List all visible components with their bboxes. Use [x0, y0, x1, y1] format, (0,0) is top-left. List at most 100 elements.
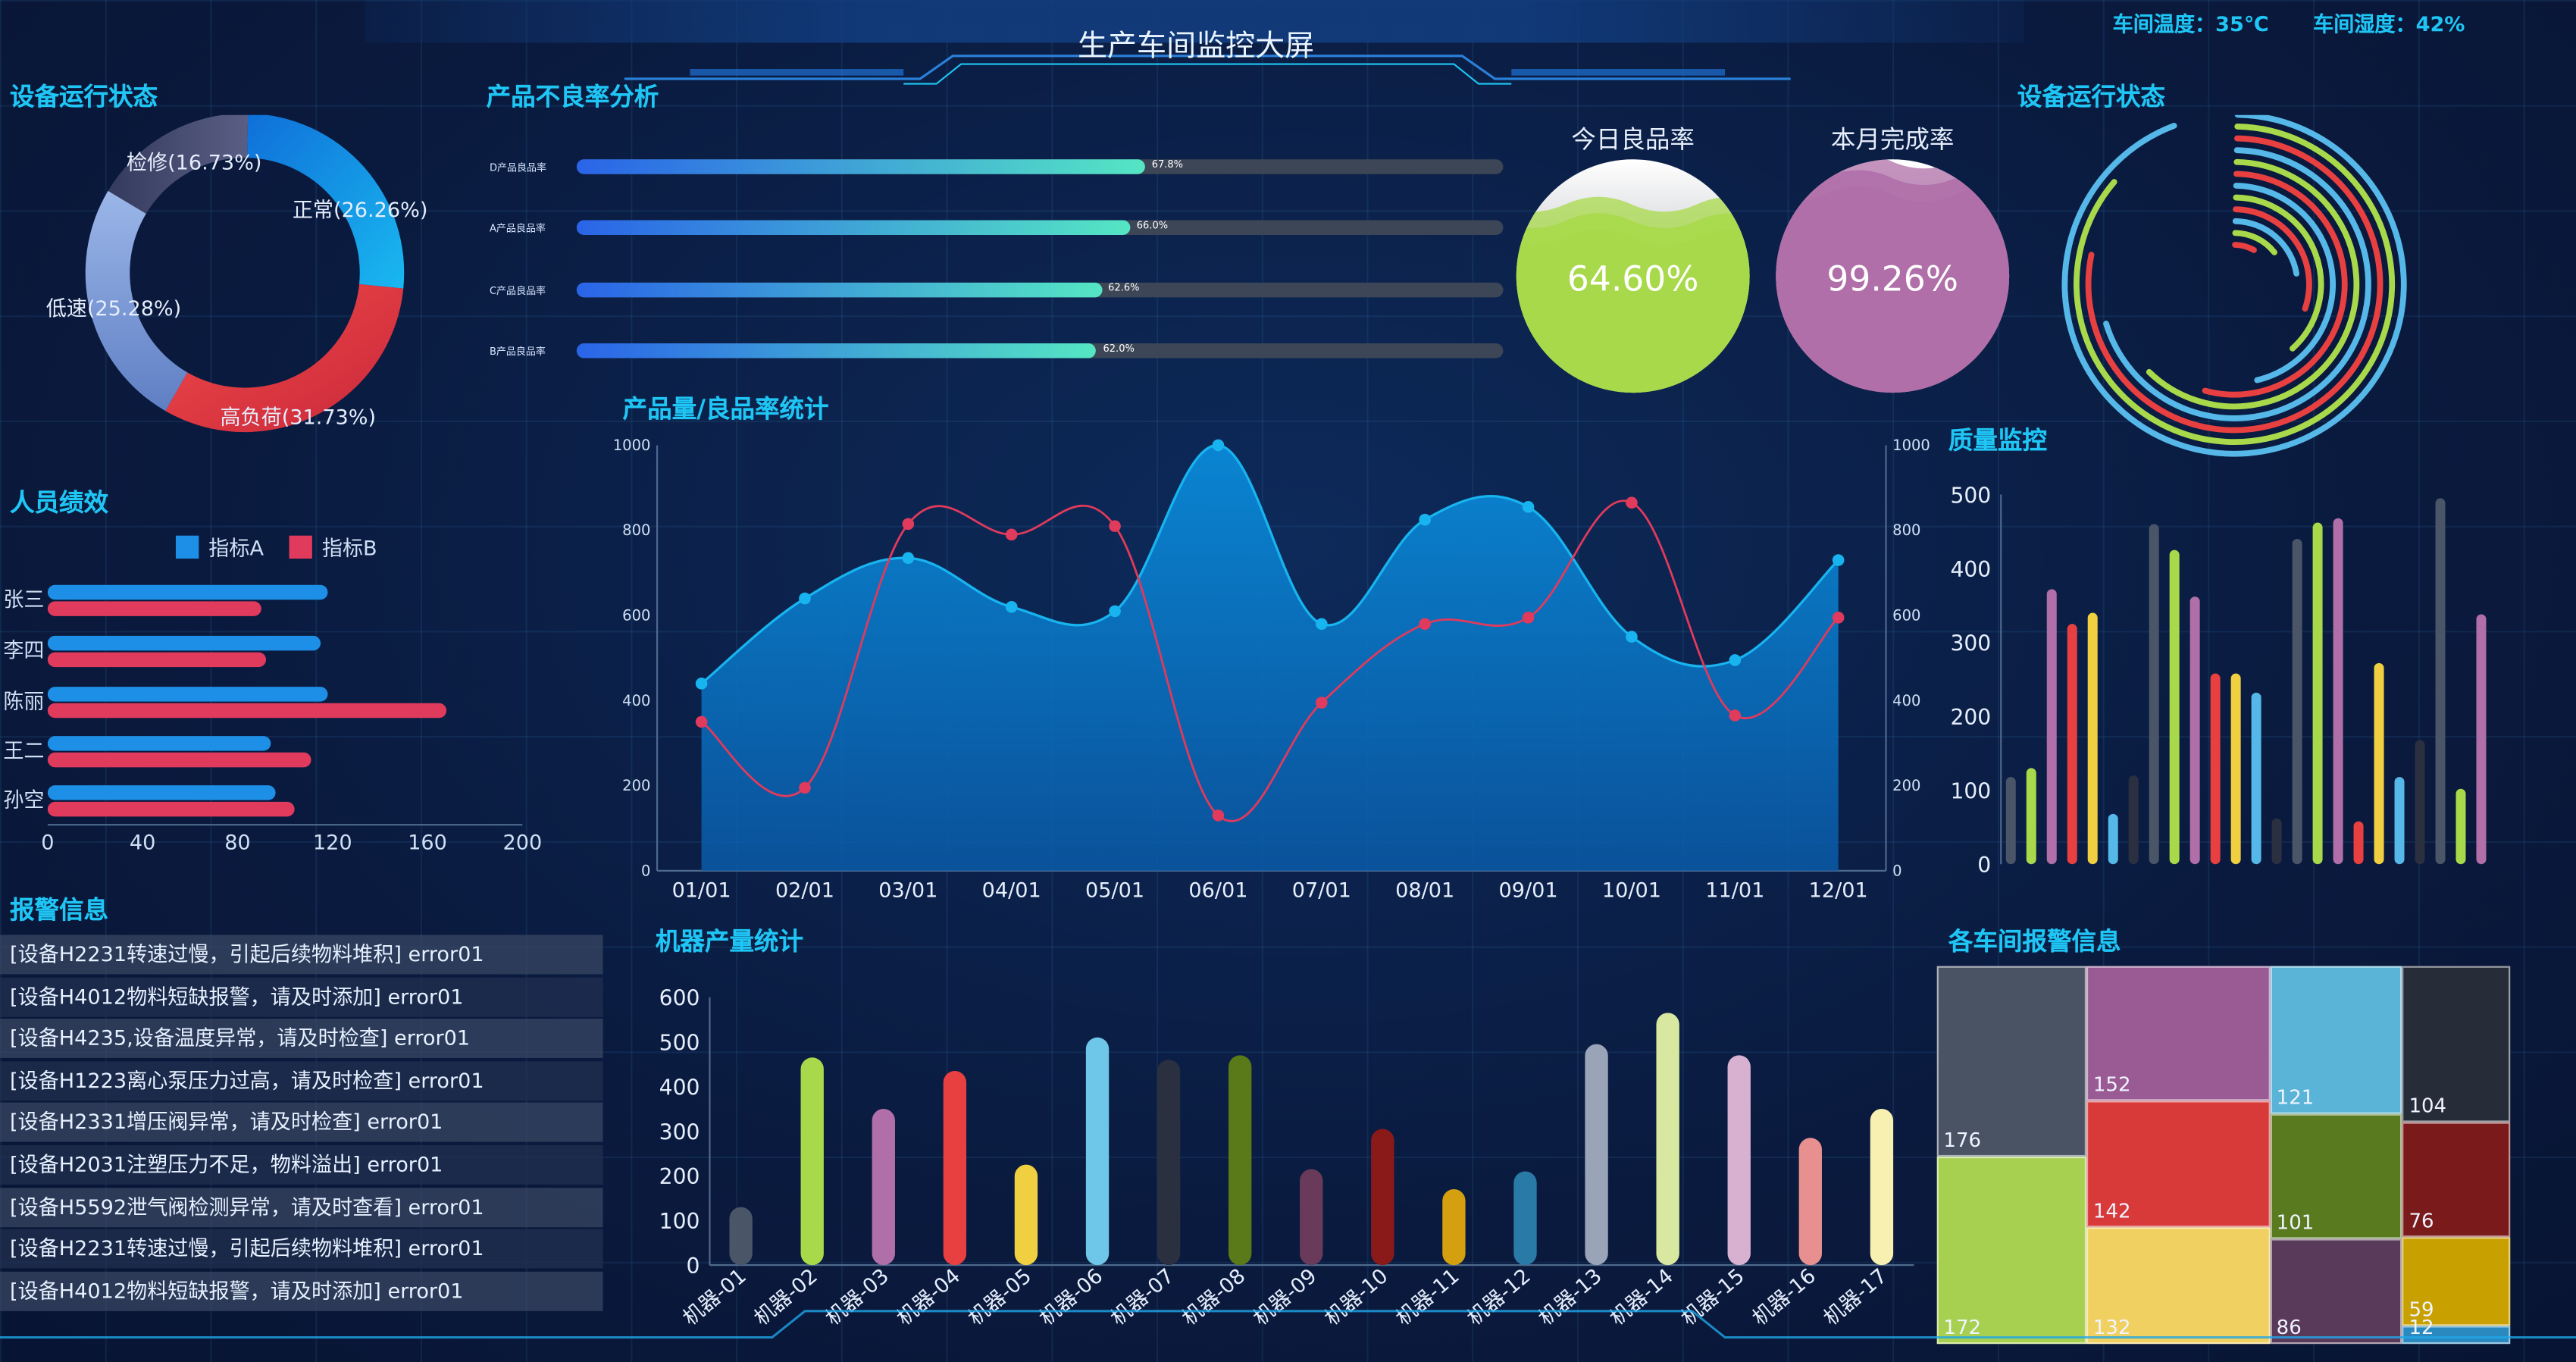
line-point	[799, 781, 811, 794]
area-x-label: 09/01	[1499, 879, 1558, 903]
machine-bar	[1371, 1129, 1394, 1266]
treemap-cell: 142	[2086, 1101, 2270, 1227]
device-status-rings	[2061, 114, 2407, 457]
machine-bar	[943, 1070, 967, 1266]
treemap-cell: 176	[1936, 966, 2087, 1157]
line-point	[1212, 809, 1225, 822]
line-point	[1109, 520, 1121, 532]
alarms-title: 报警信息	[10, 895, 109, 925]
perf-tick-label: 80	[224, 831, 250, 855]
perf-bar-a	[47, 584, 328, 600]
alarm-item[interactable]: [设备H2231转速过慢，引起后续物料堆积] error01	[0, 935, 603, 975]
machine-bar	[1157, 1060, 1181, 1266]
quality-bar	[2067, 624, 2077, 865]
page-title: 生产车间监控大屏	[1078, 30, 1315, 64]
area-point	[1109, 605, 1121, 618]
quality-bar	[2353, 821, 2364, 865]
quality-tick-label: 0	[1977, 853, 1991, 878]
ring-arc	[2202, 171, 2348, 398]
perf-tick-label: 160	[408, 831, 447, 855]
ring-arc	[2103, 147, 2371, 421]
alarm-item[interactable]: [设备H4012物料短缺报警，请及时添加] error01	[0, 976, 603, 1016]
alarm-item[interactable]: [设备H2231转速过慢，引起后续物料堆积] error01	[0, 1229, 603, 1269]
alarm-item[interactable]: [设备H4012物料短缺报警，请及时添加] error01	[0, 1271, 603, 1311]
perf-bar-a	[47, 785, 276, 800]
defect-bar-label: B产品良品率	[489, 346, 546, 359]
quality-bar	[2230, 673, 2241, 865]
treemap-value: 76	[2409, 1209, 2434, 1232]
defect-bar-fill	[576, 220, 1131, 235]
defect-analysis-title: 产品不良率分析	[486, 82, 659, 112]
line-point	[1316, 697, 1328, 709]
area-right-tick: 200	[1892, 777, 1920, 794]
ring-arc	[2074, 124, 2396, 445]
machine-bar	[1656, 1013, 1679, 1266]
area-point	[695, 678, 708, 690]
quality-bar	[2087, 612, 2098, 865]
line-point	[1729, 709, 1742, 722]
area-x-label: 02/01	[775, 879, 834, 903]
treemap-value: 121	[2276, 1086, 2315, 1110]
rate-gauges: 今日良品率 64.60% 本月完成率 99.26%	[1516, 125, 2010, 393]
quality-bar	[2435, 498, 2446, 865]
machine-bar	[1300, 1169, 1323, 1266]
bottom-decoration	[0, 1310, 2576, 1339]
area-point	[1316, 618, 1328, 631]
area-series-fill	[701, 445, 1839, 871]
treemap-cell: 59	[2402, 1237, 2511, 1326]
line-point	[1626, 496, 1638, 509]
workshop-alarms-title: 各车间报警信息	[1948, 926, 2121, 957]
area-x-label: 04/01	[982, 879, 1041, 903]
quality-bar	[2333, 518, 2343, 865]
header-frame	[624, 55, 1791, 85]
area-left-tick: 800	[622, 521, 650, 539]
quality-bar	[2169, 549, 2180, 865]
quality-bar	[2149, 524, 2159, 865]
quality-bar	[2394, 777, 2405, 865]
treemap-value: 172	[1943, 1316, 1982, 1339]
ring-arc	[2232, 218, 2300, 277]
device-status-title: 设备运行状态	[10, 82, 158, 112]
treemap-value: 101	[2276, 1210, 2315, 1234]
alarm-item[interactable]: [设备H4235,设备温度异常，请及时检查] error01	[0, 1019, 603, 1059]
donut-slice	[247, 114, 405, 289]
alarm-item[interactable]: [设备H1223离心泵压力过高，请及时检查] error01	[0, 1060, 603, 1101]
quality-bar	[2374, 662, 2384, 865]
machine-bar	[1585, 1044, 1608, 1266]
treemap-cell: 104	[2402, 966, 2511, 1123]
machine-tick-label: 600	[659, 986, 700, 1011]
treemap-cell: 12	[2402, 1316, 2511, 1345]
quality-bar	[2292, 539, 2302, 865]
donut-label: 低速(25.28%)	[46, 297, 182, 321]
treemap-value: 12	[2409, 1316, 2434, 1339]
quality-monitor-chart: 0 100 200 300 400 500	[1950, 483, 2487, 878]
quality-bar	[2210, 673, 2221, 865]
alarm-item[interactable]: [设备H2331增压阀异常，请及时检查] error01	[0, 1103, 603, 1143]
alarm-item[interactable]: [设备H5592泄气阀检测异常，请及时查看] error01	[0, 1187, 603, 1227]
monthly-output-chart: 0 0 200 200 400 400 600 600 800 800 1000 1000 01/01 0…	[613, 437, 1930, 903]
perf-category-label: 陈丽	[3, 690, 44, 713]
area-point	[1212, 439, 1225, 452]
treemap-value: 142	[2092, 1198, 2131, 1223]
ring-arc	[2233, 194, 2324, 352]
treemap-value: 59	[2409, 1298, 2434, 1321]
perf-category-label: 王二	[3, 739, 44, 762]
alarm-list: [设备H2231转速过慢，引起后续物料堆积] error01 [设备H4012物料…	[0, 935, 603, 1313]
defect-bar-fill	[576, 282, 1102, 298]
area-x-label: 01/01	[672, 879, 731, 903]
perf-bar-b	[47, 652, 267, 668]
area-x-label: 06/01	[1188, 879, 1247, 903]
quality-bar	[2312, 522, 2323, 865]
area-x-label: 12/01	[1809, 879, 1868, 903]
area-point	[1626, 631, 1638, 643]
defect-bar-label: A产品良品率	[489, 223, 546, 235]
perf-tick-label: 200	[502, 831, 542, 855]
area-x-label: 10/01	[1602, 879, 1661, 903]
machine-tick-label: 200	[659, 1164, 700, 1189]
alarm-item[interactable]: [设备H2031注塑压力不足，物料溢出] error01	[0, 1144, 603, 1185]
defect-bar-value: 62.6%	[1108, 282, 1140, 295]
quality-bar	[2128, 775, 2139, 865]
perf-bar-b	[47, 752, 311, 768]
treemap-cell: 132	[2086, 1226, 2270, 1345]
